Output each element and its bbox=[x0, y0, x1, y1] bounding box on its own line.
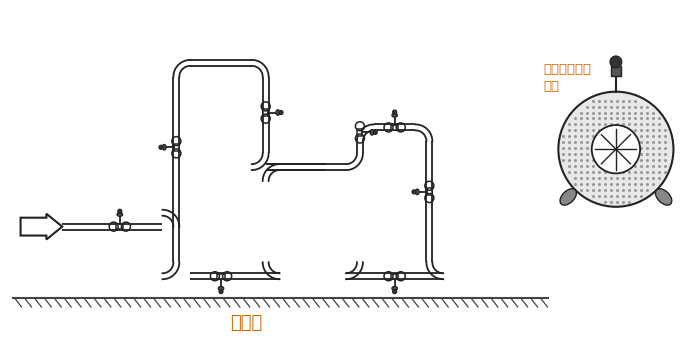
Circle shape bbox=[159, 145, 163, 149]
Ellipse shape bbox=[560, 189, 576, 205]
FancyBboxPatch shape bbox=[218, 274, 225, 279]
FancyArrow shape bbox=[20, 214, 62, 240]
Ellipse shape bbox=[655, 189, 672, 205]
FancyBboxPatch shape bbox=[174, 144, 178, 151]
Circle shape bbox=[118, 209, 122, 213]
FancyBboxPatch shape bbox=[358, 129, 363, 136]
Circle shape bbox=[559, 92, 673, 207]
Ellipse shape bbox=[392, 114, 398, 117]
Circle shape bbox=[373, 130, 377, 135]
Text: 水平面: 水平面 bbox=[230, 314, 262, 332]
Text: 允许任意角度
安装: 允许任意角度 安装 bbox=[543, 63, 592, 93]
Ellipse shape bbox=[276, 110, 279, 115]
FancyBboxPatch shape bbox=[263, 109, 268, 116]
Circle shape bbox=[412, 190, 416, 194]
Circle shape bbox=[279, 110, 283, 115]
FancyBboxPatch shape bbox=[427, 188, 432, 195]
FancyBboxPatch shape bbox=[391, 274, 398, 279]
Ellipse shape bbox=[370, 130, 374, 135]
FancyBboxPatch shape bbox=[611, 66, 621, 76]
Ellipse shape bbox=[218, 287, 224, 290]
Ellipse shape bbox=[117, 213, 122, 216]
Ellipse shape bbox=[162, 145, 166, 150]
Circle shape bbox=[393, 110, 397, 114]
FancyBboxPatch shape bbox=[391, 125, 398, 130]
Ellipse shape bbox=[415, 189, 419, 195]
Circle shape bbox=[610, 56, 622, 68]
FancyBboxPatch shape bbox=[116, 224, 123, 229]
Circle shape bbox=[592, 125, 640, 174]
Ellipse shape bbox=[392, 287, 398, 290]
Circle shape bbox=[219, 290, 223, 294]
Circle shape bbox=[393, 290, 397, 294]
